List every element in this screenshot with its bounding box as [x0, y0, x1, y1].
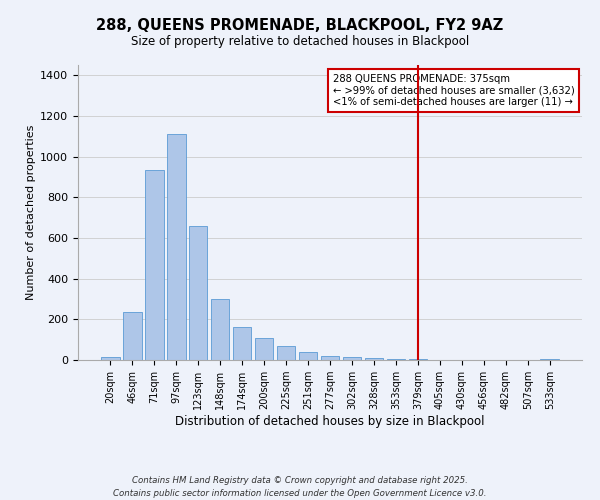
Bar: [233, 328, 251, 360]
Y-axis label: Number of detached properties: Number of detached properties: [26, 125, 36, 300]
Text: Contains HM Land Registry data © Crown copyright and database right 2025.
Contai: Contains HM Land Registry data © Crown c…: [113, 476, 487, 498]
Bar: [277, 346, 295, 360]
Bar: [409, 359, 427, 360]
Bar: [299, 352, 317, 360]
Bar: [255, 338, 274, 360]
Bar: [123, 312, 142, 360]
Bar: [386, 359, 405, 360]
Bar: [167, 134, 185, 360]
X-axis label: Distribution of detached houses by size in Blackpool: Distribution of detached houses by size …: [175, 415, 485, 428]
Bar: [101, 357, 119, 360]
Bar: [365, 358, 383, 360]
Bar: [541, 359, 559, 360]
Bar: [145, 170, 164, 360]
Text: Size of property relative to detached houses in Blackpool: Size of property relative to detached ho…: [131, 34, 469, 48]
Bar: [189, 226, 208, 360]
Text: 288, QUEENS PROMENADE, BLACKPOOL, FY2 9AZ: 288, QUEENS PROMENADE, BLACKPOOL, FY2 9A…: [97, 18, 503, 32]
Bar: [320, 356, 340, 360]
Bar: [211, 299, 229, 360]
Text: 288 QUEENS PROMENADE: 375sqm
← >99% of detached houses are smaller (3,632)
<1% o: 288 QUEENS PROMENADE: 375sqm ← >99% of d…: [332, 74, 574, 107]
Bar: [343, 357, 361, 360]
